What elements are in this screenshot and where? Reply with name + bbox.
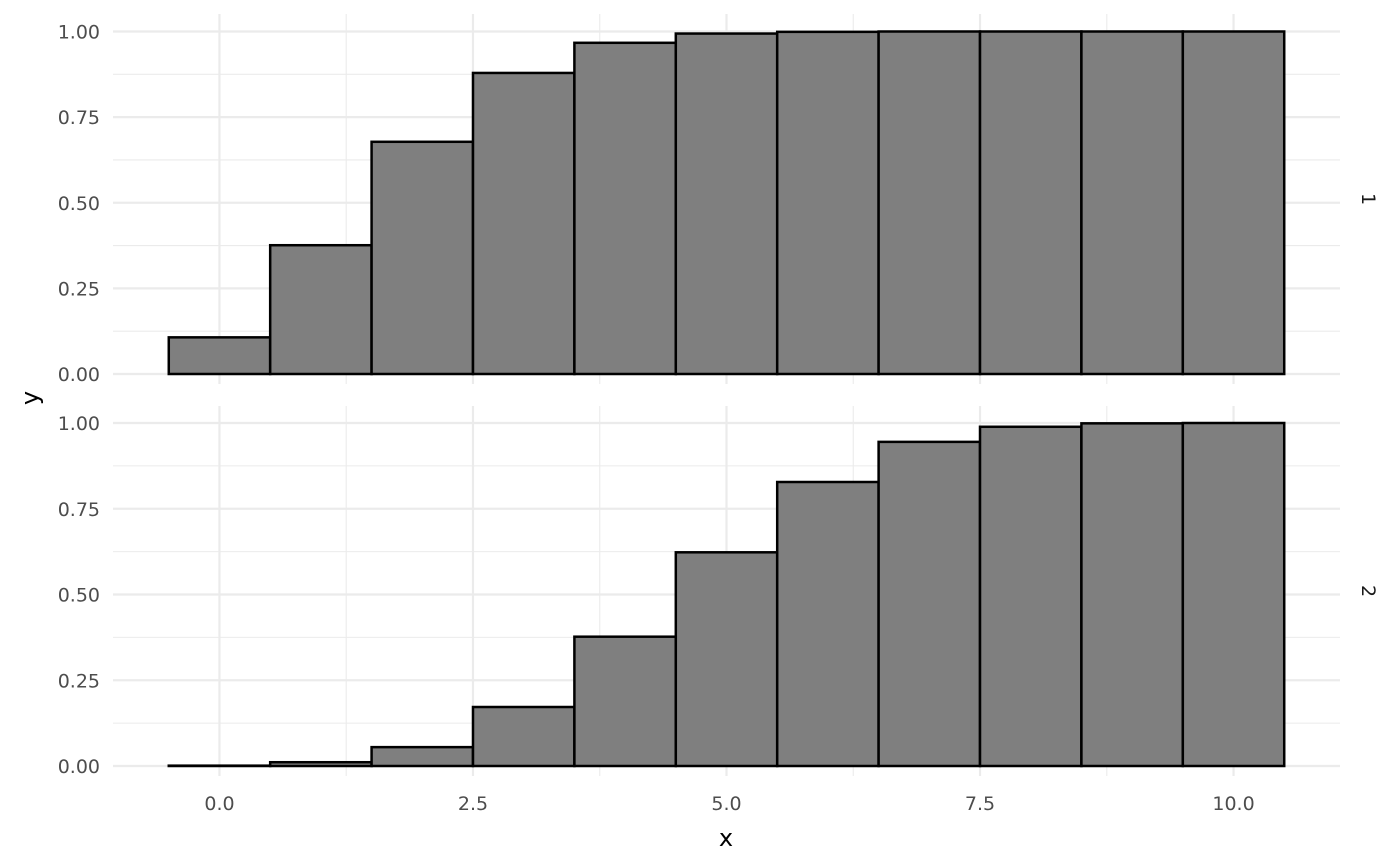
facet-strip-label-2: 2	[1357, 585, 1379, 597]
x-tick-label: 2.5	[458, 793, 488, 815]
bar-panel-1-x-6	[775, 30, 880, 376]
x-tick-label: 7.5	[965, 793, 995, 815]
bar-panel-2-x-1	[268, 760, 373, 768]
facet-strip-label-1: 1	[1357, 193, 1379, 205]
x-tick-label: 0.0	[204, 793, 234, 815]
bar-panel-2-x-10	[1181, 421, 1286, 768]
bar-panel-1-x-3	[471, 71, 576, 376]
x-tick-label: 5.0	[711, 793, 741, 815]
bar-panel-2-x-8	[978, 425, 1083, 768]
bar-panel-1-x-10	[1181, 30, 1286, 376]
y-axis-title: y	[16, 391, 44, 405]
y-tick-label: 0.75	[58, 499, 100, 521]
facet-panel-1: 0.00 0.25 0.50 0.75 1.00 1	[58, 14, 1379, 386]
y-tick-label: 0.25	[58, 670, 100, 692]
y-tick-label: 0.75	[58, 107, 100, 129]
y-tick-label: 1.00	[58, 413, 100, 435]
bar-panel-2-x-7	[877, 440, 982, 768]
facet-panel-2: 0.00 0.25 0.50 0.75 1.00 2	[58, 406, 1379, 778]
bar-panel-1-x-9	[1080, 30, 1185, 376]
bar-panel-1-x-7	[877, 30, 982, 376]
bar-panel-2-x-2	[370, 745, 475, 768]
bar-panel-2-x-4	[573, 635, 678, 768]
y-tick-label: 0.00	[58, 756, 100, 778]
y-tick-label: 0.50	[58, 585, 100, 607]
bar-panel-1-x-0	[167, 336, 272, 376]
bar-panel-2-x-6	[775, 480, 880, 768]
x-axis-title: x	[719, 824, 733, 852]
facet-panels: 0.00 0.25 0.50 0.75 1.00 1 0.00 0.25 0.50 0.75 1.0…	[58, 14, 1379, 778]
bar-panel-2-x-3	[471, 705, 576, 768]
x-axis: 0.0 2.5 5.0 7.5 10.0	[204, 793, 1254, 815]
y-tick-label: 0.50	[58, 193, 100, 215]
bar-panel-2-x-5	[674, 551, 779, 768]
bar-panel-1-x-5	[674, 32, 779, 376]
bar-panel-1-x-1	[268, 243, 373, 376]
bar-panel-1-x-8	[978, 30, 1083, 376]
y-tick-label: 0.00	[58, 364, 100, 386]
y-tick-label: 1.00	[58, 22, 100, 44]
y-tick-label: 0.25	[58, 278, 100, 300]
bar-panel-2-x-9	[1080, 422, 1185, 768]
x-tick-label: 10.0	[1212, 793, 1254, 815]
bar-panel-1-x-2	[370, 140, 475, 376]
bar-panel-1-x-4	[573, 41, 678, 376]
